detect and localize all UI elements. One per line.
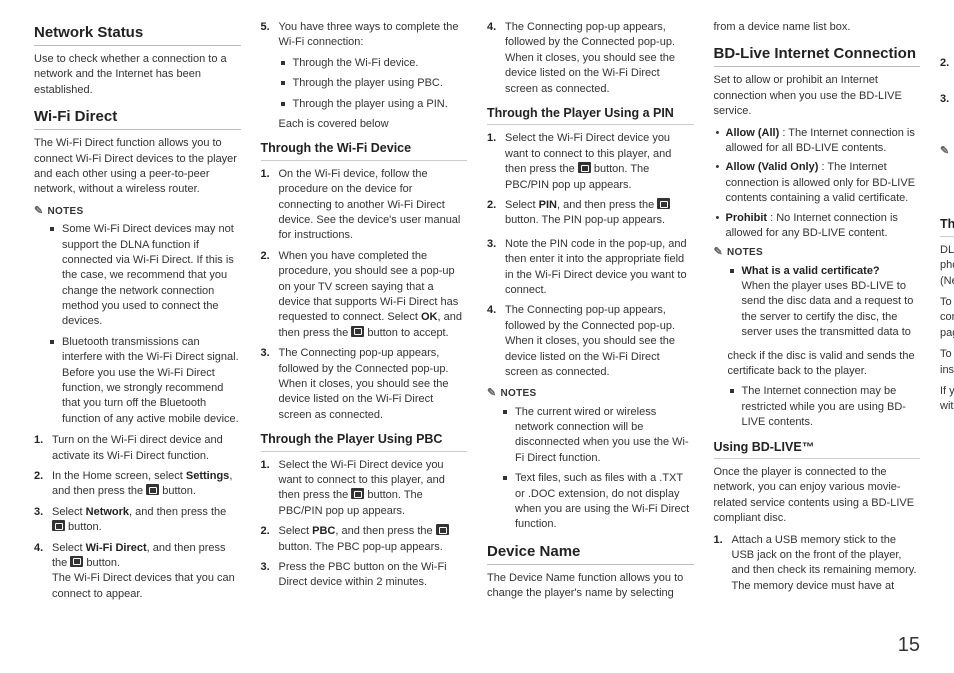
bullet: Allow (Valid Only) : The Internet connec… xyxy=(714,160,921,206)
body-text: Set to allow or prohibit an Internet con… xyxy=(714,73,921,119)
page-number: 15 xyxy=(898,631,920,659)
bullet: Through the player using PBC. xyxy=(279,76,468,91)
note-item: Some Wi-Fi Direct devices may not suppor… xyxy=(48,222,241,330)
step: 3.Press the PBC button on the Wi-Fi Dire… xyxy=(261,560,468,591)
manual-page: Network Status Use to check whether a co… xyxy=(0,0,954,615)
enter-button-icon xyxy=(146,484,159,495)
step: 3.Select Network, and then press the but… xyxy=(34,505,241,536)
body-text: If you have NAS, you can use DLNA withou… xyxy=(940,384,954,415)
body-text: Once the player is connected to the netw… xyxy=(714,465,921,527)
subheading-pin: Through the Player Using a PIN xyxy=(487,105,694,126)
subheading-using-bdlive: Using BD-LIVE™ xyxy=(714,439,921,460)
step: 5.You have three ways to complete the Wi… xyxy=(261,20,468,132)
enter-button-icon xyxy=(70,556,83,567)
notes-label: NOTES xyxy=(714,245,921,260)
heading-network-status: Network Status xyxy=(34,22,241,46)
step: 2.Insert a Blu-ray Disc that supports BD… xyxy=(940,56,954,87)
note-item: The current wired or wireless network co… xyxy=(501,405,694,467)
step: 4.The Connecting pop-up appears, followe… xyxy=(487,303,694,380)
step: 1.On the Wi-Fi device, follow the proced… xyxy=(261,167,468,244)
step: 3.Note the PIN code in the pop-up, and t… xyxy=(487,237,694,299)
bullet: Allow (All) : The Internet connection is… xyxy=(714,126,921,157)
note-item: The Internet connection may be restricte… xyxy=(728,384,921,430)
enter-button-icon xyxy=(657,198,670,209)
subheading-through-wifi: Through the Wi-Fi Device xyxy=(261,140,468,161)
step: 3.Select an item from various BD-LIVE se… xyxy=(940,92,954,138)
note-continuation: check if the disc is valid and sends the… xyxy=(728,349,921,380)
heading-device-name: Device Name xyxy=(487,541,694,565)
enter-button-icon xyxy=(351,326,364,337)
heading-wifi-direct: Wi-Fi Direct xyxy=(34,106,241,130)
body-text: Use to check whether a connection to a n… xyxy=(34,52,241,98)
step: 1.Select the Wi-Fi Direct device you wan… xyxy=(261,458,468,520)
step: 2.Select PIN, and then press the button.… xyxy=(487,198,694,229)
notes-label: NOTES xyxy=(487,386,694,401)
enter-button-icon xyxy=(351,488,364,499)
body-text: The Wi-Fi Direct function allows you to … xyxy=(34,136,241,198)
step: 2.In the Home screen, select Settings, a… xyxy=(34,469,241,500)
enter-button-icon xyxy=(578,162,591,173)
body-text: To use DLNA with your player, you must c… xyxy=(940,295,954,341)
enter-button-icon xyxy=(52,520,65,531)
body-text: DLNA lets you play music, video, and pho… xyxy=(940,243,954,289)
subheading-dlna: The DLNA Function xyxy=(940,216,954,237)
notes-label: NOTES xyxy=(940,144,954,159)
bullet: Prohibit : No Internet connection is all… xyxy=(714,211,921,242)
note-item: Text files, such as files with a .TXT or… xyxy=(501,471,694,533)
note-item: Bluetooth transmissions can interfere wi… xyxy=(48,335,241,427)
step: 2.When you have completed the procedure,… xyxy=(261,249,468,341)
bullet: Through the player using a PIN. xyxy=(279,97,468,112)
notes-label: NOTES xyxy=(34,204,241,219)
enter-button-icon xyxy=(436,524,449,535)
body-text: To use DLNA with your PC, you must insta… xyxy=(940,347,954,378)
bullet: Through the Wi-Fi device. xyxy=(279,56,468,71)
heading-bdlive-conn: BD-Live Internet Connection xyxy=(714,43,921,67)
step: 1.Turn on the Wi-Fi direct device and ac… xyxy=(34,433,241,464)
step: 2.Select PBC, and then press the button.… xyxy=(261,524,468,555)
step: 1.Select the Wi-Fi Direct device you wan… xyxy=(487,131,694,193)
step: 3.The Connecting pop-up appears, followe… xyxy=(261,346,468,423)
note-item: What is a valid certificate?When the pla… xyxy=(728,264,921,341)
step: 4.Select Wi-Fi Direct, and then press th… xyxy=(34,541,241,603)
step: 4.The Connecting pop-up appears, followe… xyxy=(487,20,694,97)
subheading-pbc: Through the Player Using PBC xyxy=(261,431,468,452)
